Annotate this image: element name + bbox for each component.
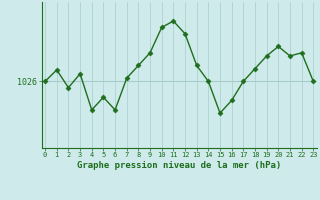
X-axis label: Graphe pression niveau de la mer (hPa): Graphe pression niveau de la mer (hPa) <box>77 161 281 170</box>
